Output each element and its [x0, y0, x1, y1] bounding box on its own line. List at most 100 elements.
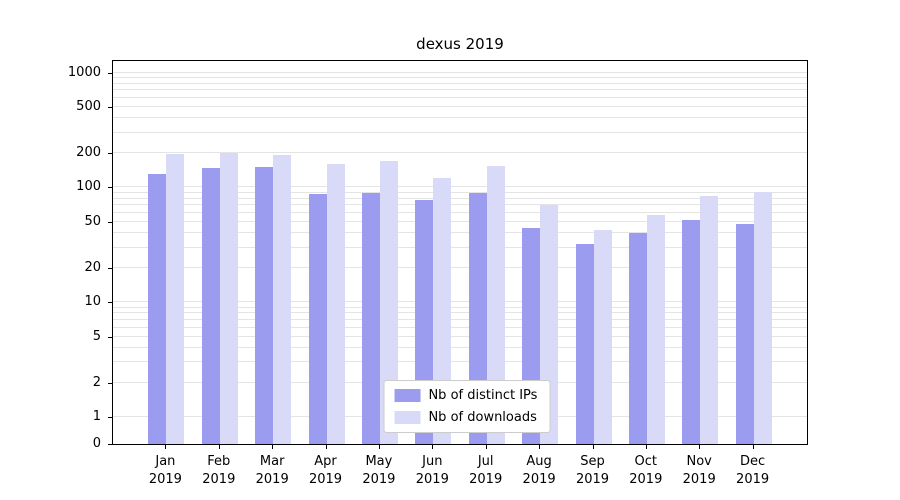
- x-tick-mark: [378, 445, 380, 449]
- bar-downloads: [326, 163, 345, 444]
- y-tick-label: 100: [76, 179, 101, 195]
- gridline: [113, 191, 807, 193]
- x-tick-label: Nov 2019: [682, 454, 716, 488]
- x-tick-label: Aug 2019: [522, 454, 556, 488]
- y-tick-label: 10: [84, 294, 101, 310]
- x-tick-label: Jun 2019: [415, 454, 449, 488]
- x-tick-mark: [432, 445, 434, 449]
- x-tick-label: Sep 2019: [575, 454, 610, 488]
- legend-item-distinct-ips: Nb of distinct IPs: [394, 388, 537, 403]
- bar-distinct-ips: [735, 224, 754, 444]
- y-tick-mark: [108, 382, 112, 384]
- y-tick-label: 50: [84, 214, 101, 229]
- bar-distinct-ips: [255, 167, 274, 444]
- bar-downloads: [379, 160, 398, 444]
- bar-downloads: [700, 195, 719, 444]
- gridline: [113, 335, 807, 337]
- y-tick-label: 1: [92, 409, 101, 425]
- gridline: [113, 106, 807, 108]
- gridline: [113, 97, 807, 98]
- y-tick-mark: [108, 302, 112, 304]
- y-tick-label: 200: [76, 144, 101, 160]
- bar-distinct-ips: [148, 174, 167, 444]
- x-tick-label: Feb 2019: [202, 454, 236, 488]
- y-tick-label: 2: [92, 374, 101, 390]
- y-tick-mark: [108, 444, 112, 445]
- x-tick-mark: [539, 445, 541, 449]
- legend-item-downloads: Nb of downloads: [394, 410, 537, 425]
- chart-title: dexus 2019: [416, 35, 504, 53]
- bar-distinct-ips: [575, 244, 594, 444]
- bar-distinct-ips: [628, 233, 647, 444]
- gridline: [113, 306, 807, 308]
- plot-area: Nb of distinct IPs Nb of downloads: [112, 60, 808, 445]
- bar-downloads: [433, 178, 452, 444]
- x-tick-mark: [645, 445, 647, 449]
- y-tick-label: 5: [92, 328, 101, 344]
- gridline: [113, 246, 807, 248]
- y-tick-label: 500: [76, 99, 101, 115]
- bar-downloads: [166, 154, 185, 444]
- bar-distinct-ips: [361, 192, 380, 444]
- y-tick-mark: [108, 267, 112, 269]
- x-tick-label: May 2019: [362, 454, 396, 488]
- x-tick-label: Dec 2019: [736, 454, 770, 488]
- gridline: [113, 312, 807, 314]
- gridline: [113, 211, 807, 213]
- gridline: [113, 151, 807, 153]
- bar-downloads: [593, 229, 612, 444]
- y-tick-mark: [108, 107, 112, 109]
- gridline: [113, 89, 807, 91]
- gridline: [113, 266, 807, 268]
- x-tick-mark: [218, 445, 220, 449]
- gridline: [113, 131, 807, 133]
- gridline: [113, 82, 807, 84]
- legend: Nb of distinct IPs Nb of downloads: [383, 380, 551, 433]
- legend-swatch-distinct-ips: [394, 389, 421, 402]
- gridline: [113, 76, 807, 78]
- y-tick-mark: [108, 187, 112, 189]
- gridline: [113, 197, 807, 199]
- y-tick-mark: [108, 72, 112, 74]
- legend-label-distinct-ips: Nb of distinct IPs: [428, 388, 538, 403]
- bar-downloads: [753, 191, 772, 444]
- gridline: [113, 347, 807, 348]
- gridline: [113, 186, 807, 188]
- bar-downloads: [273, 155, 292, 444]
- x-tick-mark: [592, 445, 594, 449]
- x-tick-label: Mar 2019: [255, 454, 289, 488]
- x-tick-label: Jan 2019: [148, 454, 182, 488]
- x-tick-mark: [752, 445, 754, 449]
- gridline: [113, 326, 807, 328]
- x-tick-mark: [485, 445, 487, 449]
- bar-downloads: [219, 152, 238, 444]
- y-tick-mark: [108, 417, 112, 419]
- bar-distinct-ips: [682, 220, 701, 444]
- x-tick-mark: [699, 445, 701, 449]
- y-tick-mark: [108, 336, 112, 338]
- bar-distinct-ips: [201, 167, 220, 444]
- gridline: [113, 301, 807, 303]
- y-tick-label: 1000: [67, 64, 101, 80]
- x-tick-label: Oct 2019: [629, 454, 663, 488]
- gridline: [113, 71, 807, 73]
- bar-downloads: [646, 214, 665, 444]
- bar-downloads: [486, 165, 505, 444]
- gridline: [113, 232, 807, 234]
- gridline: [113, 361, 807, 363]
- x-tick-mark: [325, 445, 327, 449]
- y-tick-mark: [108, 222, 112, 223]
- x-tick-label: Jul 2019: [469, 454, 503, 488]
- legend-label-downloads: Nb of downloads: [428, 410, 537, 425]
- y-tick-mark: [108, 152, 112, 154]
- y-tick-label: 20: [84, 259, 101, 275]
- y-tick-label: 0: [92, 436, 101, 451]
- gridline: [113, 204, 807, 206]
- gridline: [113, 221, 807, 222]
- gridline: [113, 319, 807, 321]
- legend-swatch-downloads: [394, 411, 421, 424]
- x-tick-label: Apr 2019: [308, 454, 343, 488]
- x-tick-mark: [165, 445, 167, 449]
- x-tick-mark: [272, 445, 274, 449]
